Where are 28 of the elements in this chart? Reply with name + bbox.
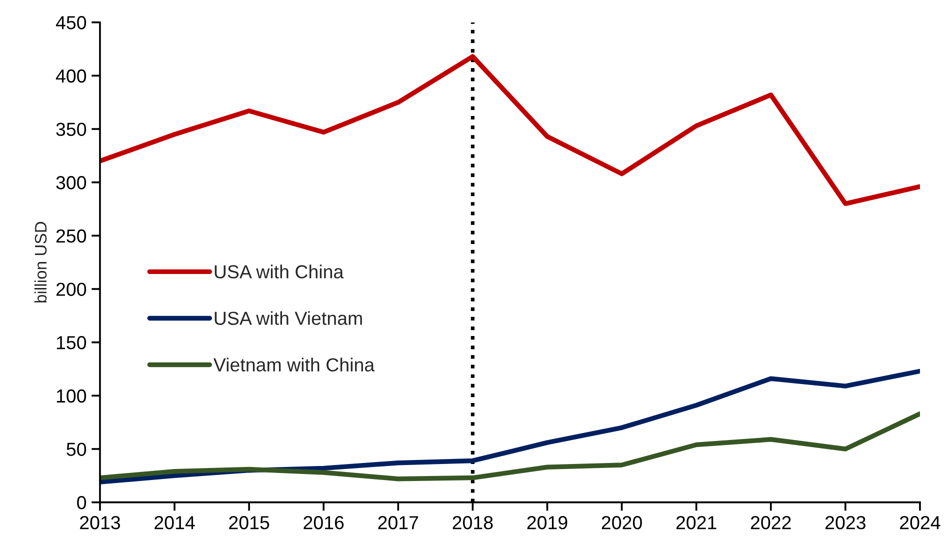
x-tick-label: 2021 [676, 516, 716, 530]
x-tick-label: 2013 [80, 516, 120, 530]
line-series [100, 54, 920, 206]
x-tick-label: 2024 [900, 516, 940, 530]
line-series [100, 411, 920, 482]
legend-label: Vietnam with China [213, 358, 375, 372]
y-tick-label: 150 [56, 336, 86, 350]
y-tick-label: 50 [66, 442, 86, 456]
y-tick-label: 400 [56, 69, 86, 83]
legend-label: USA with China [214, 264, 344, 278]
y-tick-label: 250 [56, 229, 86, 243]
x-tick-label: 2020 [602, 516, 642, 530]
legend-label: USA with Vietnam [214, 311, 362, 325]
x-tick-label: 2022 [750, 516, 791, 530]
x-tick-label: 2014 [154, 516, 195, 530]
x-tick-label: 2016 [304, 516, 344, 530]
x-tick-label: 2017 [378, 516, 418, 530]
y-tick-label: 300 [56, 176, 86, 190]
y-axis-title: billion USD [34, 222, 47, 302]
x-tick-label: 2023 [826, 516, 866, 530]
y-tick-label: 200 [56, 282, 86, 296]
y-tick-label: 100 [56, 389, 86, 403]
y-tick-label: 350 [56, 122, 86, 136]
x-tick-label: 2015 [229, 516, 270, 530]
y-tick-label: 0 [77, 496, 86, 510]
y-tick-label: 450 [56, 16, 86, 30]
x-tick-label: 2019 [527, 516, 568, 530]
x-tick-label: 2018 [452, 516, 493, 530]
